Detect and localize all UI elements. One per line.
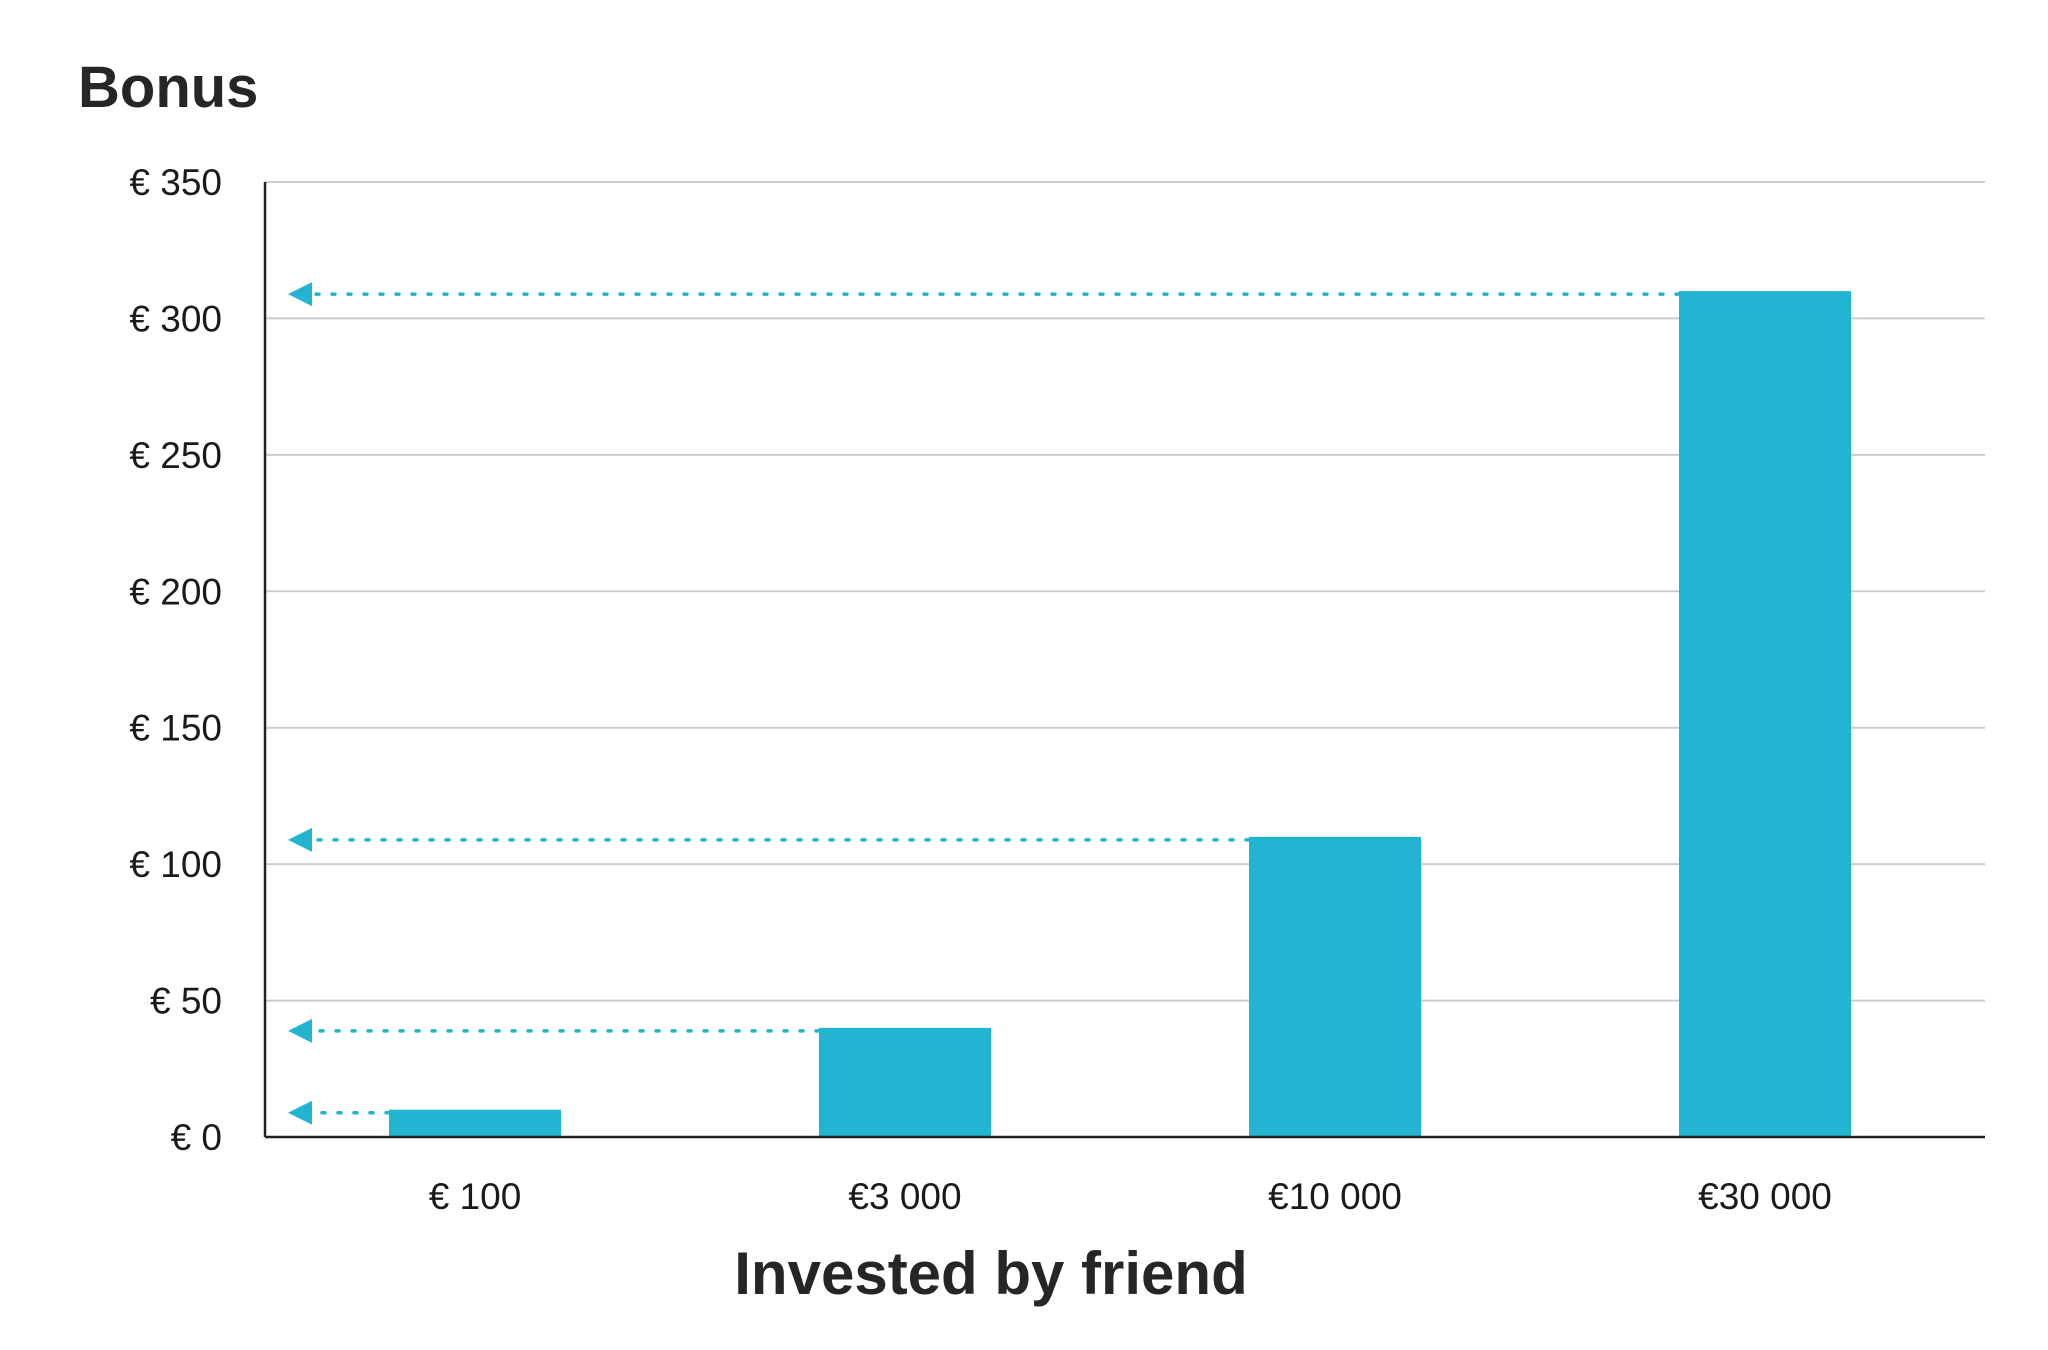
x-tick-labels: € 100 €3 000 €10 000 €30 000 bbox=[429, 1176, 1832, 1217]
value-arrowhead bbox=[288, 1100, 312, 1125]
value-arrowhead bbox=[288, 282, 312, 307]
value-arrowhead bbox=[288, 1018, 312, 1043]
y-axis-title: Bonus bbox=[78, 55, 258, 120]
axes bbox=[263, 182, 1985, 1139]
y-tick-label: € 200 bbox=[129, 571, 222, 612]
y-tick-label: € 150 bbox=[129, 708, 222, 749]
y-tick-label: € 0 bbox=[171, 1117, 222, 1158]
value-arrowhead bbox=[288, 827, 312, 852]
x-tick-label: €3 000 bbox=[848, 1176, 961, 1217]
bar bbox=[819, 1027, 991, 1137]
x-tick-label: € 100 bbox=[429, 1176, 522, 1217]
y-tick-label: € 50 bbox=[150, 981, 222, 1022]
x-tick-label: €10 000 bbox=[1268, 1176, 1402, 1217]
y-tick-label: € 100 bbox=[129, 844, 222, 885]
x-axis-title: Invested by friend bbox=[734, 1240, 1247, 1307]
y-tick-label: € 250 bbox=[129, 435, 222, 476]
y-tick-labels: € 0 € 50 € 100 € 150 € 200 € 250 € 300 € 350 bbox=[129, 162, 222, 1158]
gridlines bbox=[265, 181, 1985, 1002]
y-tick-label: € 300 bbox=[129, 298, 222, 339]
bar bbox=[1679, 291, 1851, 1138]
bars bbox=[389, 291, 1851, 1138]
bar bbox=[389, 1109, 561, 1137]
x-tick-label: €30 000 bbox=[1698, 1176, 1832, 1217]
bar-value-arrows bbox=[288, 282, 1681, 1125]
y-tick-label: € 350 bbox=[129, 162, 222, 203]
bar bbox=[1249, 836, 1421, 1137]
